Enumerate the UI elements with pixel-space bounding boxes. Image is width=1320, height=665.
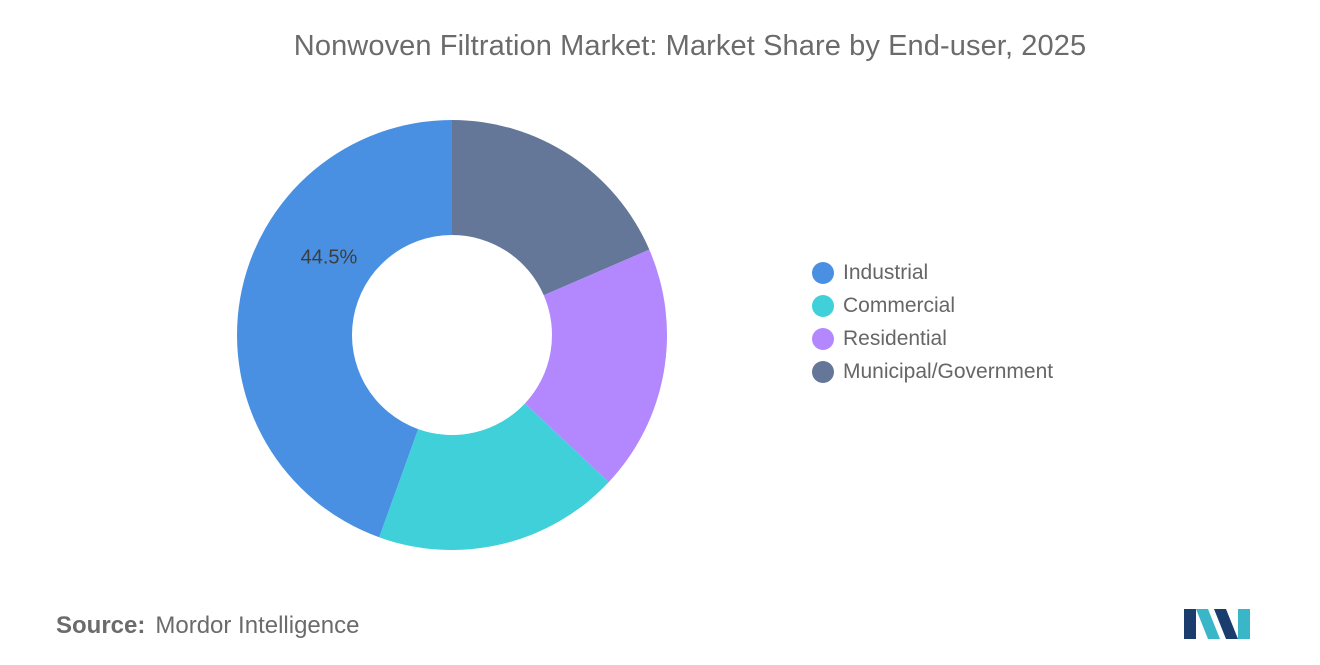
legend-item: Residential — [812, 322, 1132, 355]
legend: Industrial Commercial Residential Municipal… — [812, 256, 1132, 388]
legend-swatch — [812, 327, 834, 350]
legend-item: Municipal/Government — [812, 355, 1132, 388]
slice-municipal-government — [452, 120, 650, 296]
legend-label: Industrial — [843, 260, 929, 284]
legend-item: Industrial — [812, 256, 1132, 289]
legend-swatch — [812, 360, 834, 383]
legend-label: Municipal/Government — [843, 359, 1054, 383]
logo-shape-right — [1238, 609, 1250, 639]
chart-title: Nonwoven Filtration Market: Market Share… — [293, 30, 1087, 62]
legend-item: Commercial — [812, 289, 1132, 322]
data-label-industrial: 44.5% — [301, 246, 358, 268]
slice-commercial — [379, 403, 609, 550]
legend-label: Residential — [843, 326, 947, 350]
mordor-intelligence-logo-icon — [1184, 609, 1250, 639]
logo-shape-diagonal-left — [1196, 609, 1220, 639]
legend-swatch — [812, 261, 834, 284]
logo-shape-left — [1184, 609, 1196, 639]
source-label: Source: — [56, 612, 146, 639]
legend-label: Commercial — [843, 293, 956, 317]
source-note: Source: Mordor Intelligence — [56, 612, 359, 640]
legend-swatch — [812, 294, 834, 317]
slice-industrial — [237, 120, 452, 538]
slice-residential — [524, 249, 667, 483]
source-value: Mordor Intelligence — [155, 612, 360, 639]
logo-shape-diagonal-right — [1214, 609, 1238, 639]
